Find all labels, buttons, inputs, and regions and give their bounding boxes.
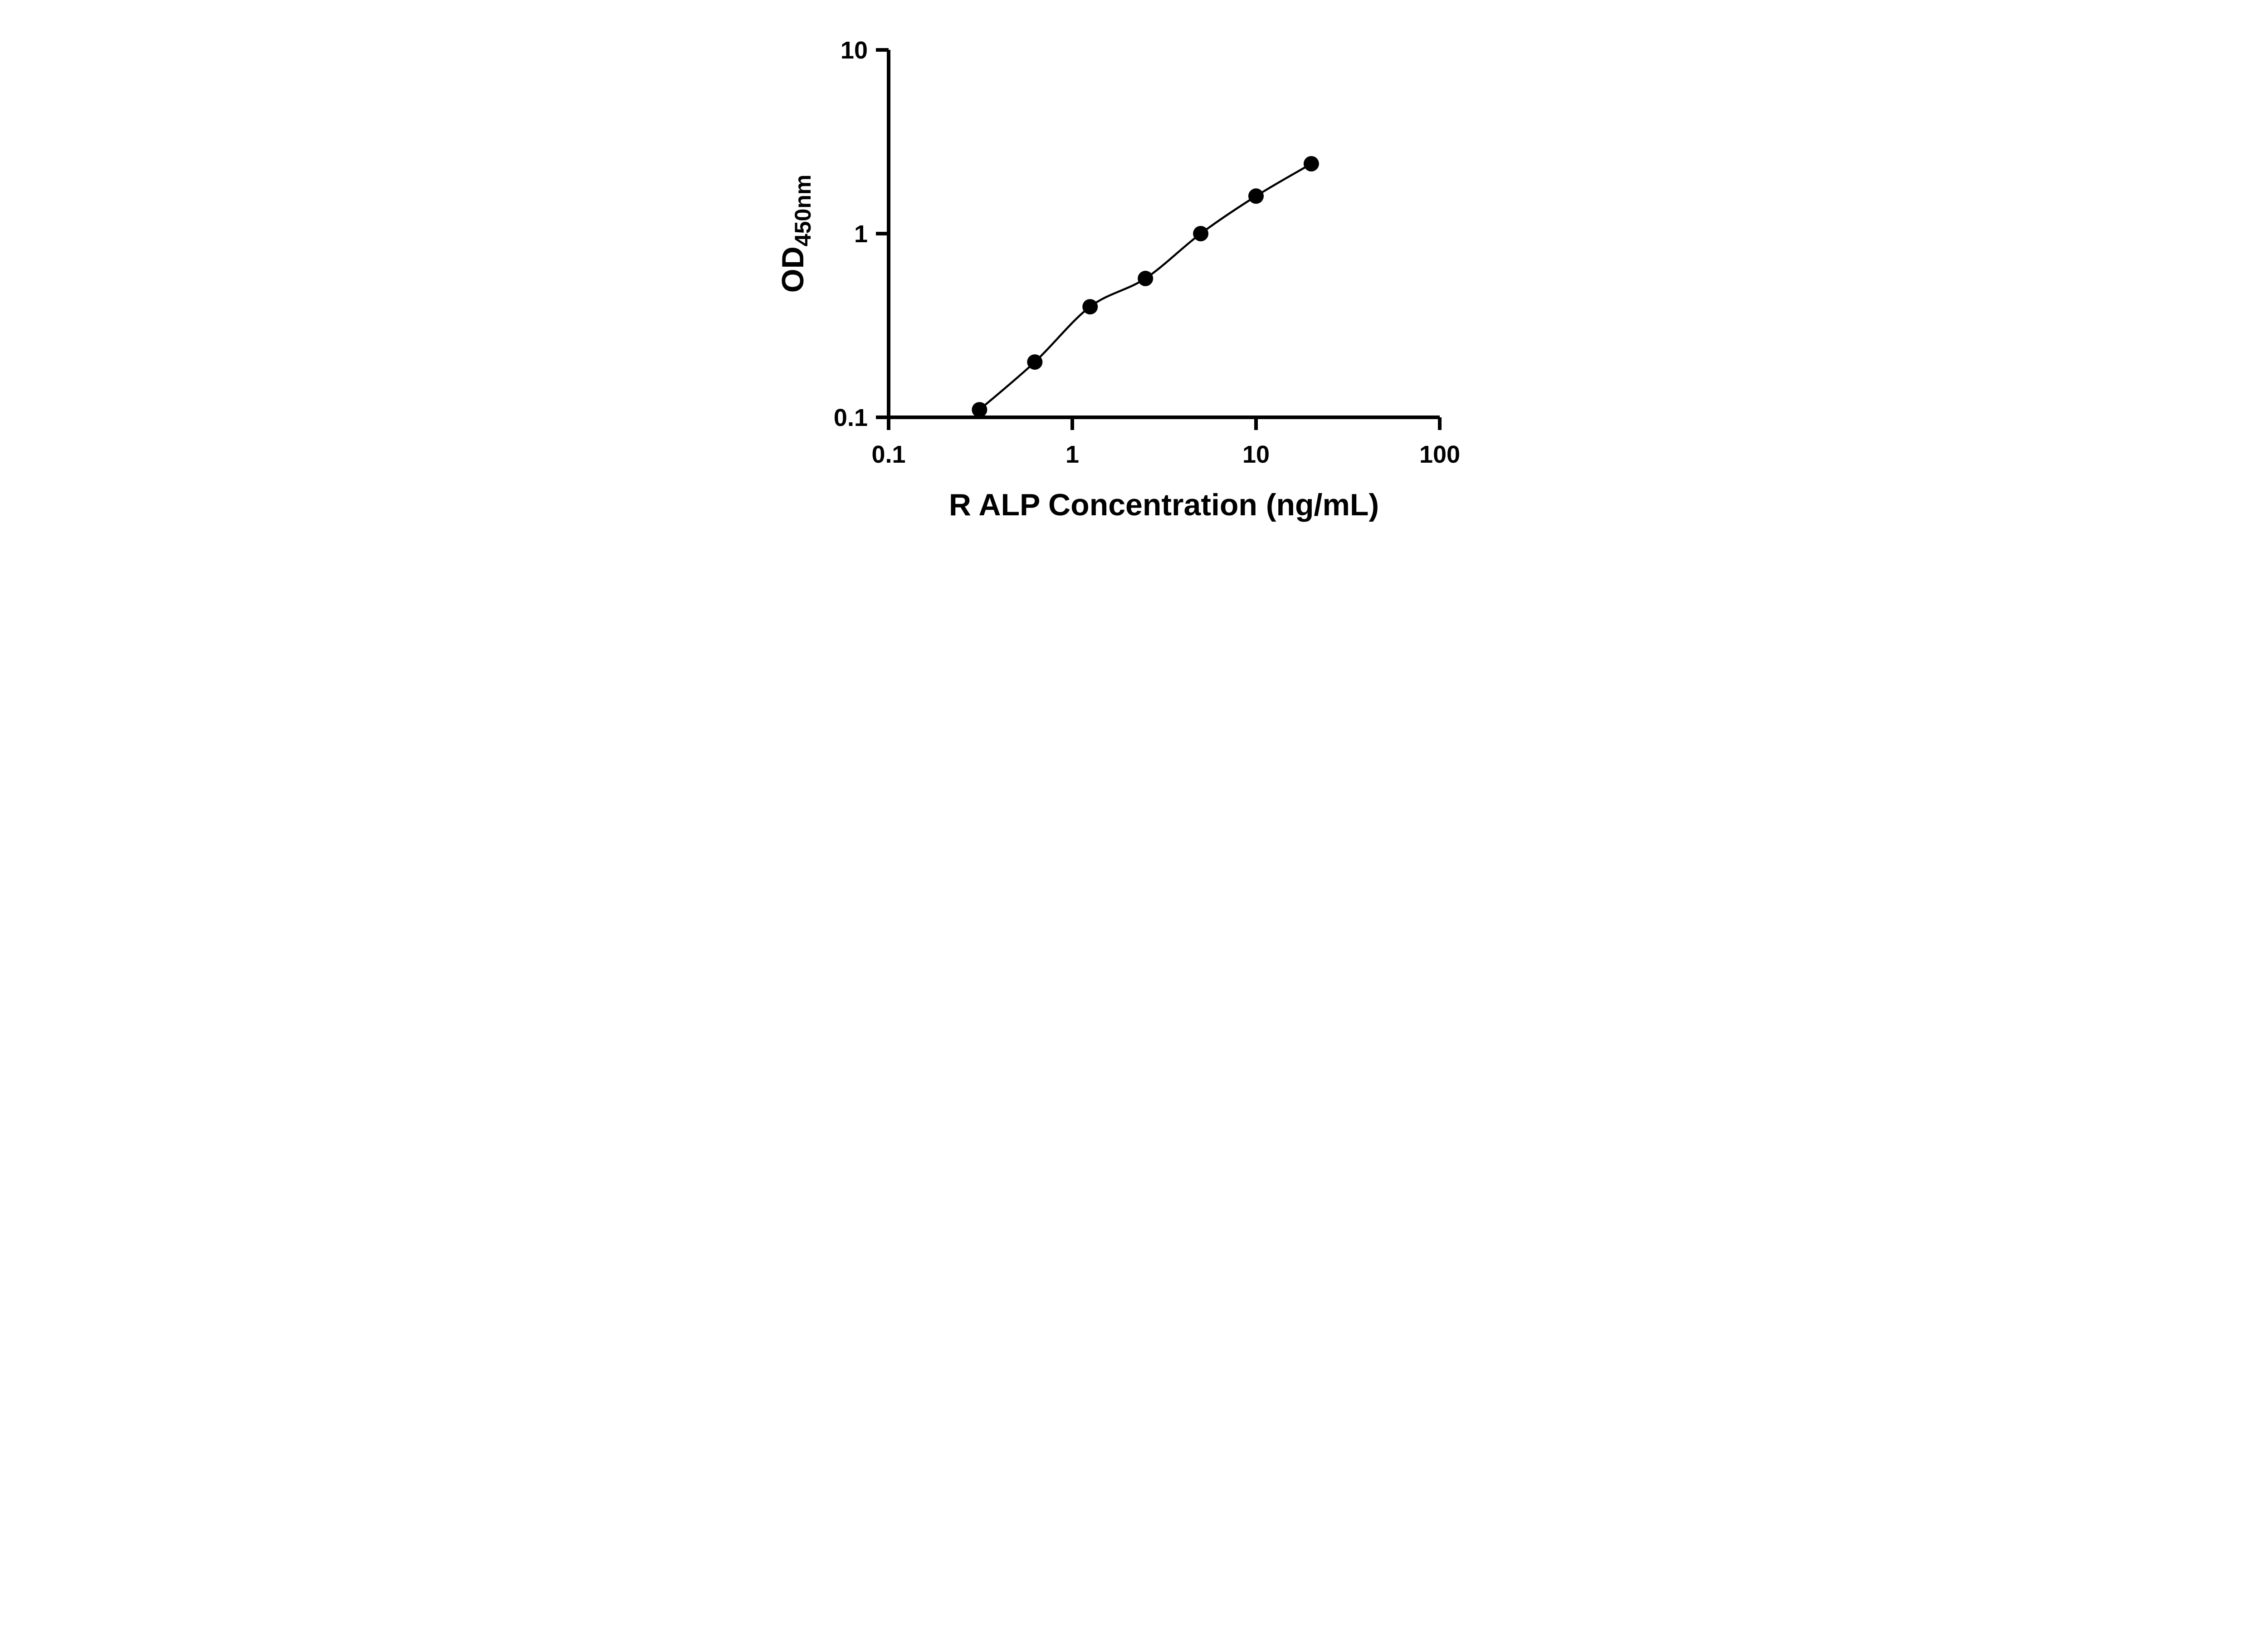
data-point	[1248, 188, 1264, 204]
y-tick-label: 0.1	[834, 404, 868, 431]
x-tick-label: 10	[1242, 441, 1270, 468]
x-tick-label: 1	[1066, 441, 1079, 468]
y-axis-title: OD450nm	[776, 175, 816, 293]
chart-container: 0.1 1 10 100 0.1 1 10 R ALP Concentration (ng/…	[753, 0, 1515, 544]
y-axis-title-sub: 450nm	[790, 175, 816, 246]
x-tick-label: 0.1	[871, 441, 905, 468]
y-tick-label: 1	[854, 220, 868, 248]
axes-lines	[887, 50, 1440, 419]
x-tick-label: 100	[1419, 441, 1460, 468]
data-point	[1193, 226, 1209, 241]
data-point	[1082, 299, 1098, 315]
data-point	[1027, 354, 1043, 370]
y-tick-label: 10	[841, 37, 868, 64]
data-point	[1138, 270, 1154, 286]
data-point	[1303, 156, 1319, 171]
y-axis-title-main: OD	[776, 246, 810, 293]
data-point	[972, 402, 987, 418]
standard-curve-chart: 0.1 1 10 100 0.1 1 10 R ALP Concentration (ng/…	[753, 0, 1515, 544]
plot-area: 0.1 1 10 100 0.1 1 10	[834, 37, 1460, 468]
x-axis-title: R ALP Concentration (ng/mL)	[949, 488, 1379, 522]
